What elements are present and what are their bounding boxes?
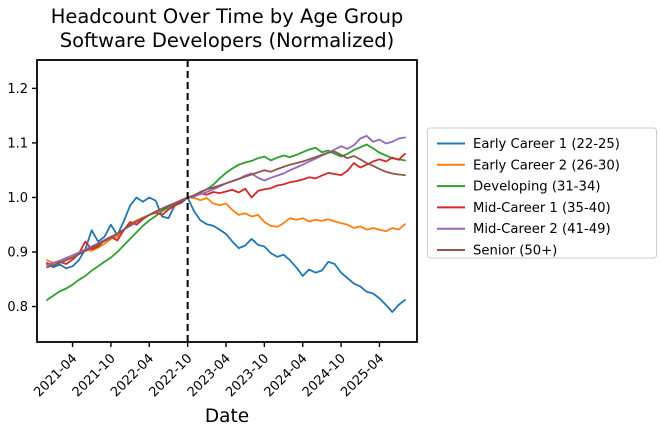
legend-item-early-career-1-22-25: Early Career 1 (22-25)	[437, 137, 620, 152]
legend-item-senior-50: Senior (50+)	[437, 244, 557, 259]
legend-item-developing-31-34: Developing (31-34)	[437, 180, 600, 195]
legend-label: Early Career 1 (22-25)	[473, 137, 620, 152]
legend-label: Developing (31-34)	[473, 180, 600, 195]
legend-item-mid-career-2-41-49: Mid-Career 2 (41-49)	[437, 222, 611, 237]
legend-item-early-career-2-26-30: Early Career 2 (26-30)	[437, 158, 620, 173]
legend-item-mid-career-1-35-40: Mid-Career 1 (35-40)	[437, 201, 611, 216]
y-tick-label: 1.1	[7, 136, 28, 151]
legend: Early Career 1 (22-25) Early Career 2 (26…	[427, 127, 657, 259]
plot-frame	[36, 59, 418, 343]
legend-box	[427, 127, 657, 259]
y-tick-label: 1.0	[7, 191, 28, 206]
series-line-senior-50	[46, 150, 406, 269]
y-tick-label: 0.8	[7, 300, 28, 315]
series-line-mid-career-1-35-40	[46, 152, 406, 267]
legend-label: Mid-Career 1 (35-40)	[473, 201, 611, 216]
chart-title: Headcount Over Time by Age Group Softwar…	[37, 5, 417, 52]
legend-label: Senior (50+)	[473, 244, 557, 259]
y-tick-label: 1.2	[7, 82, 28, 97]
legend-label: Mid-Career 2 (41-49)	[473, 222, 611, 237]
x-axis-label: Date	[204, 406, 250, 427]
chart-title-line1: Headcount Over Time by Age Group	[50, 5, 404, 28]
series-line-early-career-1-22-25	[46, 196, 406, 313]
chart-title-line2: Software Developers (Normalized)	[59, 28, 395, 52]
legend-label: Early Career 2 (26-30)	[473, 158, 620, 173]
series-line-early-career-2-26-30	[46, 196, 406, 264]
y-tick-label: 0.9	[7, 246, 28, 261]
series-line-developing-31-34	[46, 143, 406, 301]
